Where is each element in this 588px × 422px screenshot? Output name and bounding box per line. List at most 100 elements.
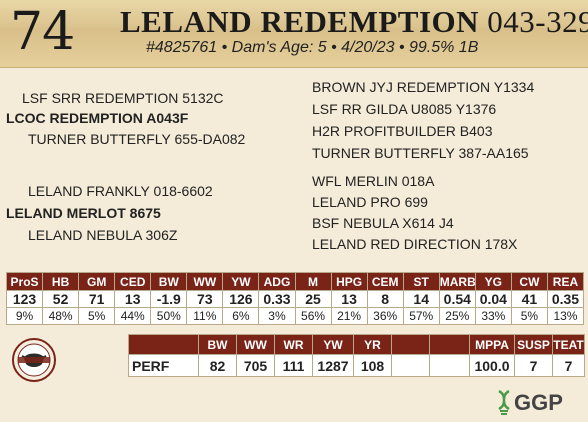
epd-percentile-cell: 57% [402, 307, 440, 325]
perf-value-cell: 108 [353, 354, 392, 377]
perf-header-cell: BW [198, 334, 237, 355]
perf-value-cell: 7 [552, 354, 585, 377]
perf-header-cell: SUSP [514, 334, 553, 355]
animal-name: LELAND REDEMPTION 043-3293 [120, 4, 588, 40]
perf-value-cell: 1287 [312, 354, 354, 377]
epd-value-cell: 25 [294, 290, 332, 308]
epd-value-cell: 0.54 [438, 290, 476, 308]
lot-number: 74 [10, 2, 75, 62]
epd-value-cell: 52 [42, 290, 80, 308]
epd-value-cell: 71 [78, 290, 116, 308]
pedigree-dam-dam: LELAND NEBULA 306Z [28, 227, 178, 243]
epd-percentile-cell: 56% [294, 307, 332, 325]
perf-table-wrap: BW WW WR YW YR MPPA SUSP TEAT PERF 82 70… [128, 334, 585, 377]
perf-header-blank [128, 334, 199, 355]
epd-percentile-cell: 44% [114, 307, 152, 325]
epd-percentile-cell: 25% [438, 307, 476, 325]
pedigree-ssd: LSF RR GILDA U8085 Y1376 [312, 101, 497, 117]
epd-header-cell: CEM [366, 272, 404, 291]
herd-seal-logo [12, 338, 56, 382]
pedigree-dss: WFL MERLIN 018A [312, 173, 435, 189]
epd-header-cell: YG [474, 272, 512, 291]
epd-value-cell: 8 [366, 290, 404, 308]
ggp-logo: GGP [496, 388, 586, 418]
animal-reg-code: 043-3293 [487, 4, 588, 39]
pedigree-sss: BROWN JYJ REDEMPTION Y1334 [312, 79, 535, 95]
pedigree-dds: BSF NEBULA X614 J4 [312, 215, 454, 231]
epd-percentile-cell: 5% [510, 307, 548, 325]
pedigree-sire: LCOC REDEMPTION A043F [6, 110, 189, 126]
epd-percentile-cell: 36% [366, 307, 404, 325]
epd-value-cell: 123 [5, 290, 44, 308]
pedigree-sdd: TURNER BUTTERFLY 387-AA165 [312, 145, 529, 161]
epd-percentile-cell: 50% [150, 307, 188, 325]
epd-header-row: ProS HB GM CED BW WW YW ADG M HPG CEM ST… [5, 272, 585, 291]
pedigree-dam: LELAND MERLOT 8675 [6, 205, 161, 221]
epd-header-cell: GM [78, 272, 116, 291]
epd-header-cell: HB [42, 272, 80, 291]
epd-table: ProS HB GM CED BW WW YW ADG M HPG CEM ST… [5, 272, 585, 325]
animal-name-text: LELAND REDEMPTION [120, 4, 480, 39]
epd-table-wrap: ProS HB GM CED BW WW YW ADG M HPG CEM ST… [5, 272, 585, 325]
epd-header-cell: CED [114, 272, 152, 291]
perf-value-cell [391, 354, 430, 377]
dna-icon [498, 390, 510, 415]
perf-value-cell: 111 [274, 354, 313, 377]
epd-value-cell: 14 [402, 290, 440, 308]
perf-header-cell: WW [236, 334, 275, 355]
epd-percentile-cell: 9% [5, 307, 44, 325]
pedigree-ddd: LELAND RED DIRECTION 178X [312, 236, 518, 252]
epd-percentile-cell: 21% [330, 307, 368, 325]
pedigree-sds: H2R PROFITBUILDER B403 [312, 123, 493, 139]
perf-value-cell: 100.0 [469, 354, 515, 377]
perf-header-cell [391, 334, 430, 355]
epd-percentile-cell: 11% [186, 307, 224, 325]
animal-info-line: #4825761 • Dam's Age: 5 • 4/20/23 • 99.5… [146, 39, 479, 56]
pedigree-dam-sire: LELAND FRANKLY 018-6602 [28, 183, 213, 199]
perf-header-cell: WR [274, 334, 313, 355]
epd-header-cell: M [294, 272, 332, 291]
epd-values-row: 123 52 71 13 -1.9 73 126 0.33 25 13 8 14… [5, 290, 585, 308]
perf-value-cell: 705 [236, 354, 275, 377]
pedigree-dsd: LELAND PRO 699 [312, 194, 428, 210]
epd-header-cell: ProS [5, 272, 44, 291]
epd-value-cell: 126 [222, 290, 260, 308]
perf-row-label: PERF [128, 354, 199, 377]
epd-header-cell: HPG [330, 272, 368, 291]
perf-header-cell [429, 334, 470, 355]
epd-header-cell: YW [222, 272, 260, 291]
pedigree-sire-dam: TURNER BUTTERFLY 655-DA082 [28, 131, 246, 147]
epd-header-cell: BW [150, 272, 188, 291]
perf-values-row: PERF 82 705 111 1287 108 100.0 7 7 [128, 354, 585, 377]
epd-percentile-cell: 33% [474, 307, 512, 325]
epd-percentile-row: 9% 48% 5% 44% 50% 11% 6% 3% 56% 21% 36% … [5, 307, 585, 325]
epd-percentile-cell: 48% [42, 307, 80, 325]
epd-header-cell: ST [402, 272, 440, 291]
epd-value-cell: 41 [510, 290, 548, 308]
perf-value-cell: 7 [514, 354, 553, 377]
epd-percentile-cell: 5% [78, 307, 116, 325]
ggp-logo-text: GGP [514, 390, 563, 415]
epd-header-cell: CW [510, 272, 548, 291]
epd-value-cell: 0.35 [546, 290, 585, 308]
epd-value-cell: -1.9 [150, 290, 188, 308]
perf-header-cell: YW [312, 334, 354, 355]
perf-header-cell: TEAT [552, 334, 585, 355]
perf-header-cell: YR [353, 334, 392, 355]
perf-header-cell: MPPA [469, 334, 515, 355]
pedigree-sire-sire: LSF SRR REDEMPTION 5132C [22, 90, 224, 106]
perf-value-cell: 82 [198, 354, 237, 377]
epd-value-cell: 0.04 [474, 290, 512, 308]
epd-value-cell: 13 [330, 290, 368, 308]
perf-value-cell [429, 354, 470, 377]
epd-header-cell: MARB [438, 272, 476, 291]
epd-header-cell: ADG [258, 272, 296, 291]
epd-value-cell: 73 [186, 290, 224, 308]
epd-percentile-cell: 13% [546, 307, 585, 325]
epd-percentile-cell: 3% [258, 307, 296, 325]
epd-percentile-cell: 6% [222, 307, 260, 325]
perf-table: BW WW WR YW YR MPPA SUSP TEAT PERF 82 70… [128, 334, 585, 377]
epd-value-cell: 0.33 [258, 290, 296, 308]
epd-value-cell: 13 [114, 290, 152, 308]
epd-header-cell: REA [546, 272, 585, 291]
